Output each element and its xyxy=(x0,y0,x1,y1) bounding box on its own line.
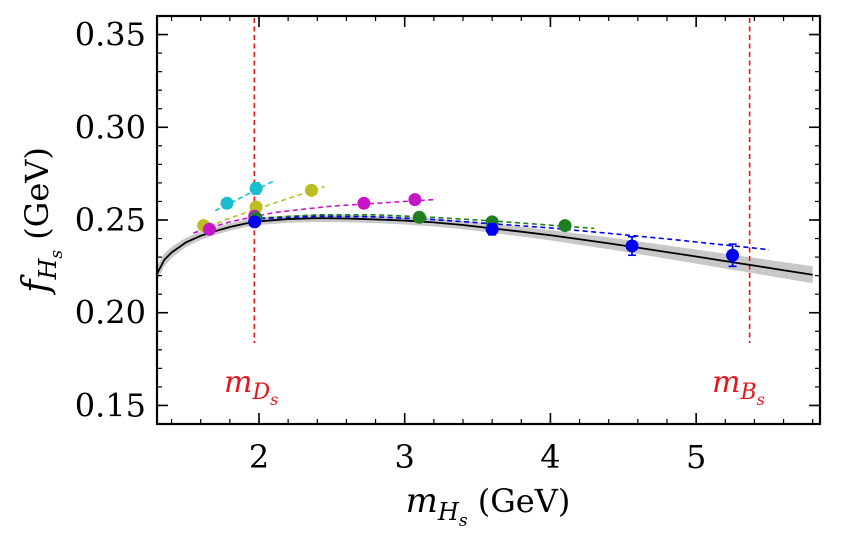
marker-lines-layer xyxy=(253,18,751,343)
marker-label-ds-subsub: s xyxy=(270,390,278,409)
data-point-magenta-2 xyxy=(357,196,371,210)
y-axis-title-subsub: s xyxy=(47,250,67,259)
data-point-blue-0 xyxy=(248,215,262,229)
x-axis-title-unit: (GeV) xyxy=(478,482,571,520)
x-axis-title: mHs (GeV) xyxy=(406,481,571,531)
x-tick-label: 5 xyxy=(686,438,706,476)
marker-label-bs-main: m xyxy=(712,365,740,400)
x-axis-title-subsub: s xyxy=(459,511,468,531)
marker-label-ds: mDs xyxy=(224,365,278,409)
x-tick-label: 4 xyxy=(540,438,560,476)
data-point-magenta-0 xyxy=(202,222,216,236)
marker-label-ds-sub: D xyxy=(251,380,270,405)
marker-label-bs: mBs xyxy=(712,365,765,409)
x-axis-title-main: m xyxy=(406,481,438,521)
y-tick-label: 0.35 xyxy=(75,16,146,54)
data-points-layer xyxy=(197,181,740,268)
data-point-magenta-3 xyxy=(408,193,422,207)
data-point-blue-3 xyxy=(726,248,740,262)
data-point-green-1 xyxy=(412,210,426,224)
fit-line-green xyxy=(251,214,595,230)
marker-label-bs-sub: B xyxy=(739,380,756,405)
y-axis-title-gap xyxy=(18,240,56,250)
x-tick-label: 3 xyxy=(395,438,415,476)
x-axis-title-gap xyxy=(468,482,478,520)
marker-label-ds-main: m xyxy=(224,365,252,400)
marker-label-bs-subsub: s xyxy=(757,390,765,409)
y-axis-title-unit: (GeV) xyxy=(18,147,56,240)
y-axis-title-sub: H xyxy=(34,258,62,281)
x-axis-title-sub: H xyxy=(437,498,460,526)
y-tick-label: 0.25 xyxy=(75,201,146,239)
data-point-olive-2 xyxy=(304,183,318,197)
y-tick-label: 0.20 xyxy=(75,294,146,332)
y-tick-label: 0.30 xyxy=(75,108,146,146)
data-point-cyan-0 xyxy=(220,196,234,210)
ticks-layer: 2 3 4 5 0.15 0.20 0.25 0.30 0.35 xyxy=(75,15,820,476)
y-tick-label: 0.15 xyxy=(75,386,146,424)
data-point-blue-1 xyxy=(485,222,499,236)
data-point-blue-2 xyxy=(625,239,639,253)
fit-line-blue xyxy=(251,215,770,251)
data-point-cyan-1 xyxy=(249,181,263,195)
fit-line-magenta xyxy=(193,198,434,234)
data-point-green-3 xyxy=(558,219,572,233)
x-tick-label: 2 xyxy=(249,438,269,476)
